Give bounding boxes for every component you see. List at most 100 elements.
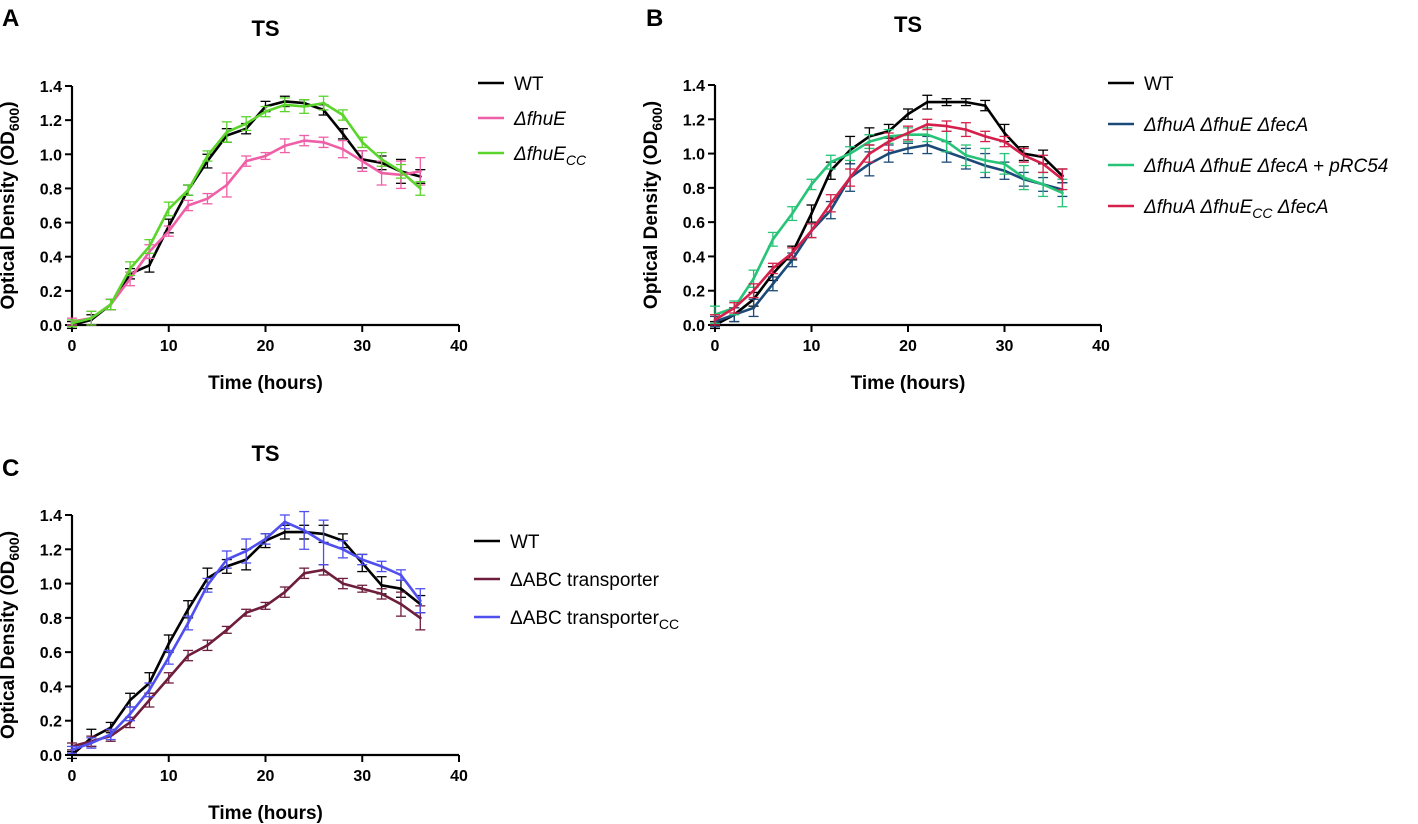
data-point-a-dfhue-7	[206, 197, 209, 201]
data-point-c-dabccc-16	[380, 565, 383, 568]
data-point-b-fhuecc-11	[925, 123, 929, 126]
data-point-b-fhuecc-0	[713, 318, 717, 322]
y-axis-label-main-b: Optical Density (OD	[641, 131, 662, 309]
data-point-c-dabccc-8	[225, 558, 229, 561]
y-tick-label-c-6: 1.2	[40, 542, 62, 559]
data-point-b-prc54-3	[771, 237, 775, 241]
data-point-c-dabc-9	[244, 611, 248, 615]
x-tick-label-b-0: 0	[711, 338, 720, 355]
legend-item-b-triple: ΔfhuA ΔfhuE ΔfecA	[1108, 115, 1308, 136]
data-point-a-dfhuecc-6	[186, 188, 190, 192]
data-point-a-dfhuecc-3	[128, 267, 132, 271]
legend-label-b-prc54: ΔfhuA ΔfhuE ΔfecA + pRC54	[1143, 156, 1388, 177]
data-point-b-wt-6	[829, 169, 833, 173]
legend-item-c-wt: WT	[474, 532, 540, 553]
legend-label-a-wt: WT	[514, 74, 544, 95]
data-point-c-dabccc-9	[244, 549, 248, 553]
data-point-c-dabccc-2	[109, 733, 113, 736]
data-point-b-triple-10	[906, 147, 910, 150]
x-tick-label-b-3: 30	[996, 338, 1014, 355]
data-point-b-triple-9	[887, 152, 891, 155]
data-point-c-dabc-11	[283, 590, 287, 594]
data-point-b-prc54-12	[945, 140, 948, 143]
data-point-b-fhuecc-12	[945, 124, 948, 128]
chart-title-b: TS	[894, 12, 922, 37]
series-line-a-dfhue	[71, 139, 421, 323]
data-point-b-wt-5	[810, 212, 813, 215]
legend-part: ΔABC transporter	[510, 608, 660, 629]
data-point-c-dabccc-1	[89, 741, 93, 745]
legend-item-a-dfhuecc: ΔfhuECC	[478, 144, 587, 168]
data-point-a-dfhuecc-14	[341, 113, 345, 117]
data-point-b-prc54-8	[868, 140, 871, 143]
y-axis-label-sub-b: 600	[649, 107, 665, 131]
legend-part: WT	[514, 74, 544, 95]
panel-a: A TS 0 10 20 30 40 0.0 0.2 0.4 0.6 0.8 1.0 1.2 1.4 Time…	[0, 5, 587, 394]
y-tick-label-b-6: 1.2	[683, 112, 705, 129]
data-point-b-triple-11	[925, 143, 929, 147]
data-point-a-dfhuecc-0	[70, 321, 74, 325]
data-point-b-wt-13	[964, 100, 968, 104]
legend-label-b-wt: WT	[1144, 74, 1174, 95]
x-tick-label-c-0: 0	[68, 768, 77, 785]
data-point-b-triple-4	[790, 258, 794, 262]
series-line-a-dfhuecc	[71, 101, 422, 325]
data-point-a-dfhuecc-12	[302, 105, 306, 108]
y-axis-label-main-a: Optical Density (OD	[0, 131, 19, 309]
data-point-b-triple-3	[771, 282, 775, 286]
data-point-c-dabccc-12	[302, 529, 306, 532]
data-point-a-dfhue-12	[302, 139, 306, 143]
data-point-b-fhuecc-10	[906, 131, 910, 135]
series-b-triple	[710, 135, 1068, 328]
data-point-b-fhuecc-17	[1041, 162, 1045, 166]
data-point-a-dfhue-9	[244, 159, 248, 163]
data-point-a-dfhuecc-1	[89, 316, 93, 320]
data-point-c-dabccc-6	[186, 621, 190, 625]
data-point-b-fhuecc-14	[983, 135, 987, 138]
data-point-c-dabc-8	[225, 628, 229, 632]
data-point-c-dabc-6	[186, 654, 190, 657]
legend-part: CC	[659, 616, 679, 632]
data-point-a-dfhue-11	[283, 144, 287, 148]
data-point-b-fhuecc-1	[732, 306, 736, 310]
y-tick-label-a-7: 1.4	[40, 79, 62, 96]
legend-item-a-dfhue: ΔfhuE	[478, 109, 566, 130]
y-tick-label-a-2: 0.4	[40, 250, 62, 267]
legend-part: CC	[1252, 205, 1273, 221]
data-point-c-wt-0	[70, 753, 74, 757]
y-tick-label-c-3: 0.6	[40, 645, 62, 662]
data-point-b-fhuecc-13	[964, 128, 968, 131]
x-axis-label-c: Time (hours)	[208, 803, 323, 824]
panel-letter-c: C	[2, 455, 19, 482]
data-point-b-fhuecc-5	[810, 229, 813, 233]
legend-part: ΔfhuE	[513, 109, 566, 130]
data-point-c-dabc-15	[360, 587, 364, 591]
legend-part: ΔABC transporter	[510, 570, 660, 591]
data-point-c-wt-3	[128, 698, 132, 702]
data-point-b-fhuecc-18	[1061, 177, 1064, 181]
data-point-c-dabccc-18	[418, 599, 422, 603]
data-point-c-dabccc-3	[128, 712, 132, 716]
data-point-b-triple-8	[868, 162, 871, 166]
legend-item-c-dabc: ΔABC transporter	[474, 570, 660, 591]
y-tick-label-b-2: 0.4	[683, 249, 705, 266]
data-point-a-dfhue-16	[380, 171, 383, 175]
series-a-dfhue	[67, 134, 426, 326]
data-point-a-dfhuecc-17	[399, 169, 403, 173]
data-point-b-fhuecc-15	[1003, 140, 1006, 143]
y-tick-label-c-4: 0.8	[40, 611, 62, 628]
data-point-c-dabc-7	[206, 643, 209, 647]
data-point-c-dabc-13	[322, 568, 325, 572]
legend-item-b-prc54: ΔfhuA ΔfhuE ΔfecA + pRC54	[1108, 156, 1388, 177]
legend-part: ΔfhuA ΔfhuE ΔfecA + pRC54	[1143, 156, 1388, 177]
x-tick-label-a-0: 0	[68, 338, 77, 355]
legend-part: WT	[1144, 74, 1174, 95]
data-point-c-dabccc-0	[70, 748, 74, 752]
data-point-c-dabc-14	[341, 582, 345, 585]
data-point-c-wt-11	[283, 530, 287, 534]
y-axis-label-end-b: )	[641, 101, 662, 107]
data-point-b-fhuecc-7	[848, 176, 852, 179]
x-axis-label-a: Time (hours)	[208, 373, 323, 394]
y-tick-label-a-5: 1.0	[40, 147, 62, 164]
y-axis-label-c: Optical Density (OD600)	[0, 531, 22, 739]
